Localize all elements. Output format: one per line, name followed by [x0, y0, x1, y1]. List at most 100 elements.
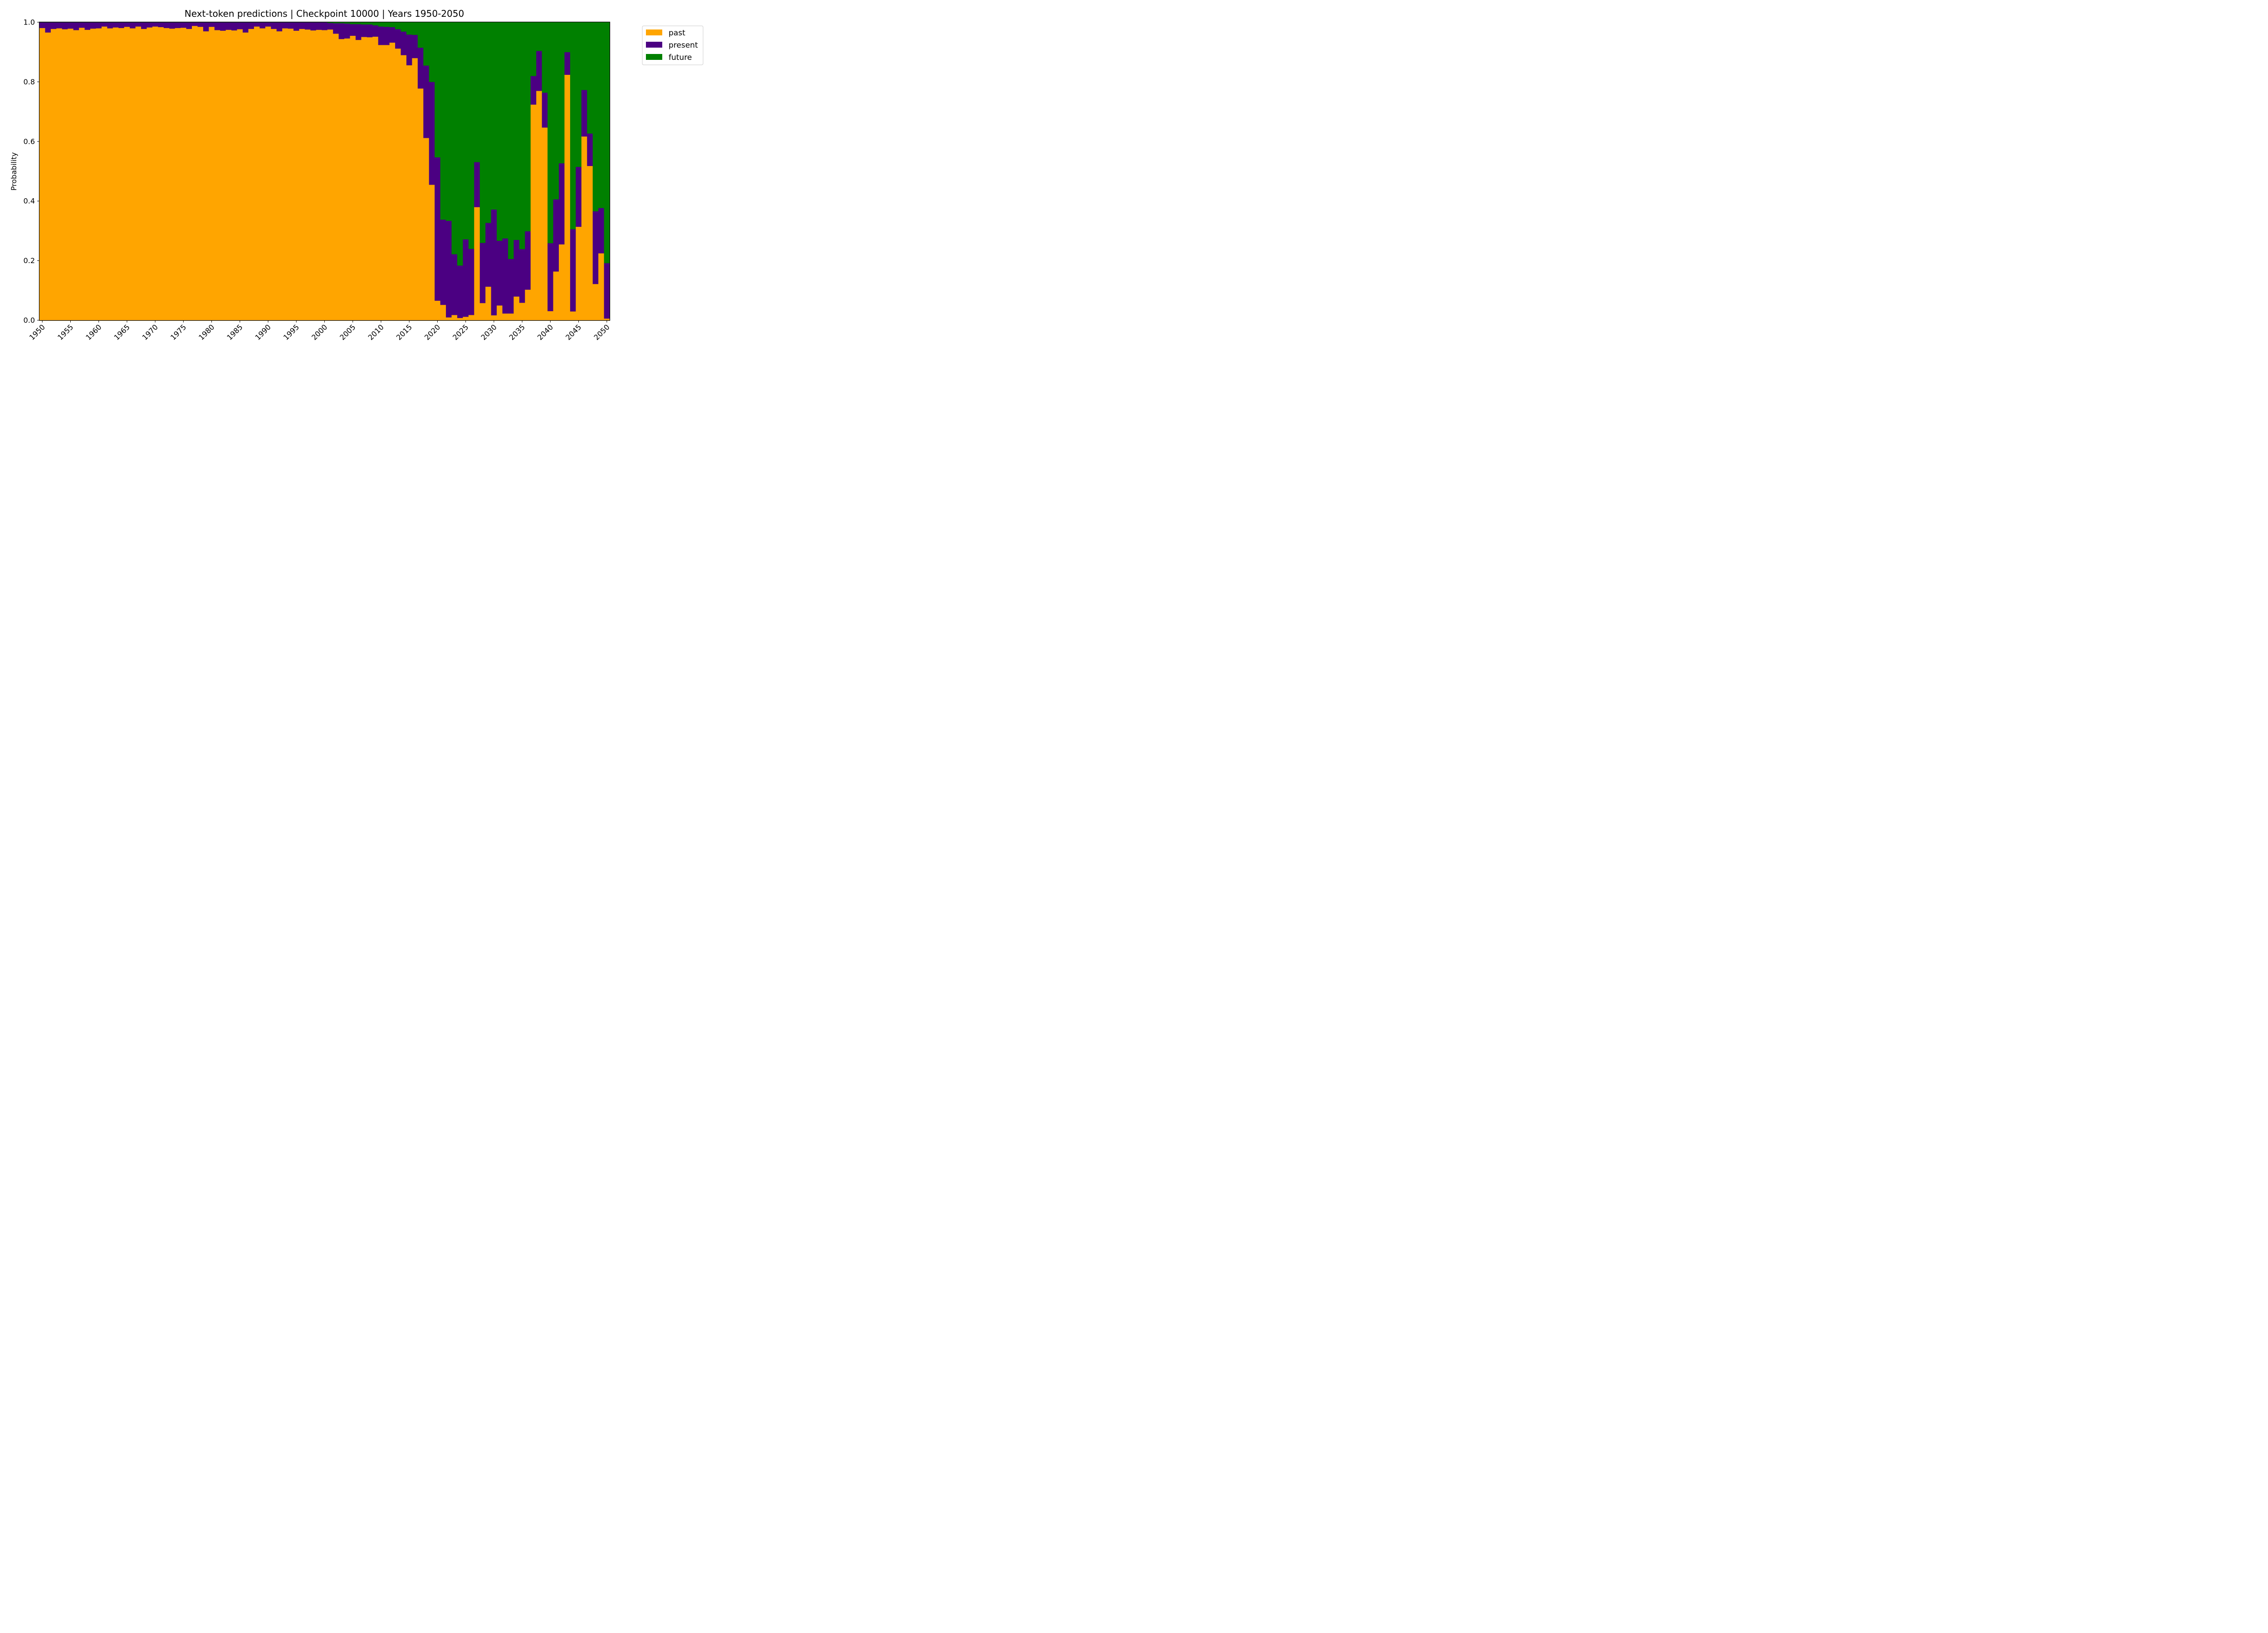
bar-past-1972 — [163, 28, 170, 321]
bar-past-1979 — [203, 31, 209, 321]
bar-past-2026 — [468, 315, 474, 321]
bar-future-2011 — [384, 22, 390, 27]
bar-present-2008 — [367, 24, 373, 38]
bar-past-2005 — [350, 35, 356, 321]
bar-future-2039 — [542, 22, 548, 93]
bar-past-1963 — [112, 27, 119, 321]
bar-present-2027 — [474, 162, 480, 207]
bar-present-2031 — [497, 240, 503, 306]
x-tick-label: 1960 — [84, 323, 103, 342]
bar-past-1974 — [175, 28, 181, 321]
bar-present-1966 — [130, 22, 136, 29]
bar-present-2009 — [372, 25, 379, 37]
legend-swatch-past — [646, 29, 662, 35]
bar-present-2003 — [338, 23, 345, 39]
legend-swatch-present — [646, 42, 662, 48]
bar-present-2040 — [547, 243, 554, 312]
bar-present-2029 — [485, 223, 492, 287]
bar-past-2011 — [384, 44, 390, 321]
bar-present-1981 — [214, 22, 220, 30]
bar-present-1971 — [158, 22, 164, 27]
bar-past-1971 — [158, 27, 164, 321]
bar-present-1953 — [56, 22, 63, 29]
y-axis: 0.0 0.2 0.4 0.6 0.8 1.0 — [24, 18, 39, 325]
bar-future-2019 — [429, 22, 435, 82]
bar-past-2029 — [485, 286, 492, 321]
chart-figure: Next-token predictions | Checkpoint 1000… — [0, 0, 708, 354]
bar-past-1997 — [304, 29, 311, 321]
bar-past-1950 — [39, 28, 46, 321]
bar-present-1974 — [175, 22, 181, 28]
bar-past-1966 — [130, 28, 136, 321]
legend-items: past present future — [646, 29, 698, 62]
bar-future-2022 — [446, 22, 452, 221]
bar-present-1961 — [101, 22, 108, 27]
bar-future-2029 — [485, 22, 492, 223]
bar-future-2012 — [389, 22, 396, 27]
bar-past-2033 — [508, 313, 514, 321]
bar-past-1952 — [50, 29, 57, 321]
bar-past-2007 — [361, 37, 367, 321]
bar-past-1960 — [96, 28, 102, 321]
bar-present-2000 — [322, 22, 328, 30]
y-tick-label: 0.2 — [24, 256, 35, 265]
bar-past-2043 — [564, 74, 571, 321]
bar-past-2048 — [592, 284, 599, 321]
bar-past-2038 — [536, 91, 543, 321]
bar-future-2044 — [570, 22, 576, 230]
bar-present-1964 — [118, 22, 125, 28]
bar-past-2040 — [547, 311, 554, 321]
bar-present-2038 — [536, 51, 543, 91]
bar-future-2048 — [592, 22, 599, 211]
bar-present-1980 — [209, 22, 215, 27]
bar-present-1977 — [192, 22, 198, 26]
bar-present-1967 — [135, 22, 142, 27]
bar-past-1976 — [186, 29, 192, 321]
bar-present-1988 — [254, 22, 260, 27]
bar-present-2012 — [389, 27, 396, 43]
bar-future-2023 — [451, 22, 458, 254]
bar-future-2009 — [372, 22, 379, 25]
bar-past-2022 — [446, 317, 452, 321]
bar-present-2034 — [513, 240, 520, 297]
bar-past-2012 — [389, 42, 396, 321]
bar-present-1999 — [316, 22, 322, 30]
bar-present-1990 — [265, 22, 271, 27]
bar-past-1955 — [68, 28, 74, 321]
x-tick-label: 1955 — [56, 323, 75, 342]
bar-present-1993 — [282, 22, 288, 29]
bar-present-1954 — [62, 22, 68, 29]
bar-past-1986 — [243, 32, 249, 321]
bar-future-2020 — [435, 22, 441, 158]
bar-present-2050 — [604, 263, 610, 319]
bar-present-1987 — [248, 22, 254, 29]
bar-past-1977 — [192, 25, 198, 321]
x-tick-label: 1985 — [225, 323, 244, 342]
bar-present-1983 — [225, 22, 232, 30]
bar-past-2018 — [423, 137, 430, 321]
bar-future-2045 — [576, 22, 582, 167]
x-axis: 1950 1955 1960 1965 1970 1975 1980 1985 1990 1995… — [28, 320, 611, 342]
bar-present-1975 — [181, 22, 187, 28]
bar-present-1998 — [310, 22, 317, 31]
bar-future-2046 — [581, 22, 587, 90]
bar-present-1982 — [220, 22, 226, 31]
bar-present-2033 — [508, 259, 514, 314]
bar-past-1967 — [135, 26, 142, 321]
bar-present-1979 — [203, 22, 209, 32]
bar-past-1961 — [101, 26, 108, 321]
bar-past-1951 — [45, 32, 51, 321]
bar-present-2045 — [576, 166, 582, 227]
bar-past-2031 — [497, 305, 503, 321]
bar-present-2028 — [479, 243, 486, 303]
bar-past-1954 — [62, 29, 68, 321]
bar-future-2035 — [519, 22, 525, 249]
bar-past-1978 — [197, 26, 204, 321]
bar-past-2015 — [406, 65, 413, 321]
bar-present-2048 — [592, 211, 599, 284]
bar-present-1986 — [243, 22, 249, 33]
bar-past-1998 — [310, 30, 317, 321]
bar-past-2032 — [502, 313, 508, 321]
x-tick-label: 1950 — [28, 323, 47, 342]
bar-past-1968 — [141, 29, 147, 321]
